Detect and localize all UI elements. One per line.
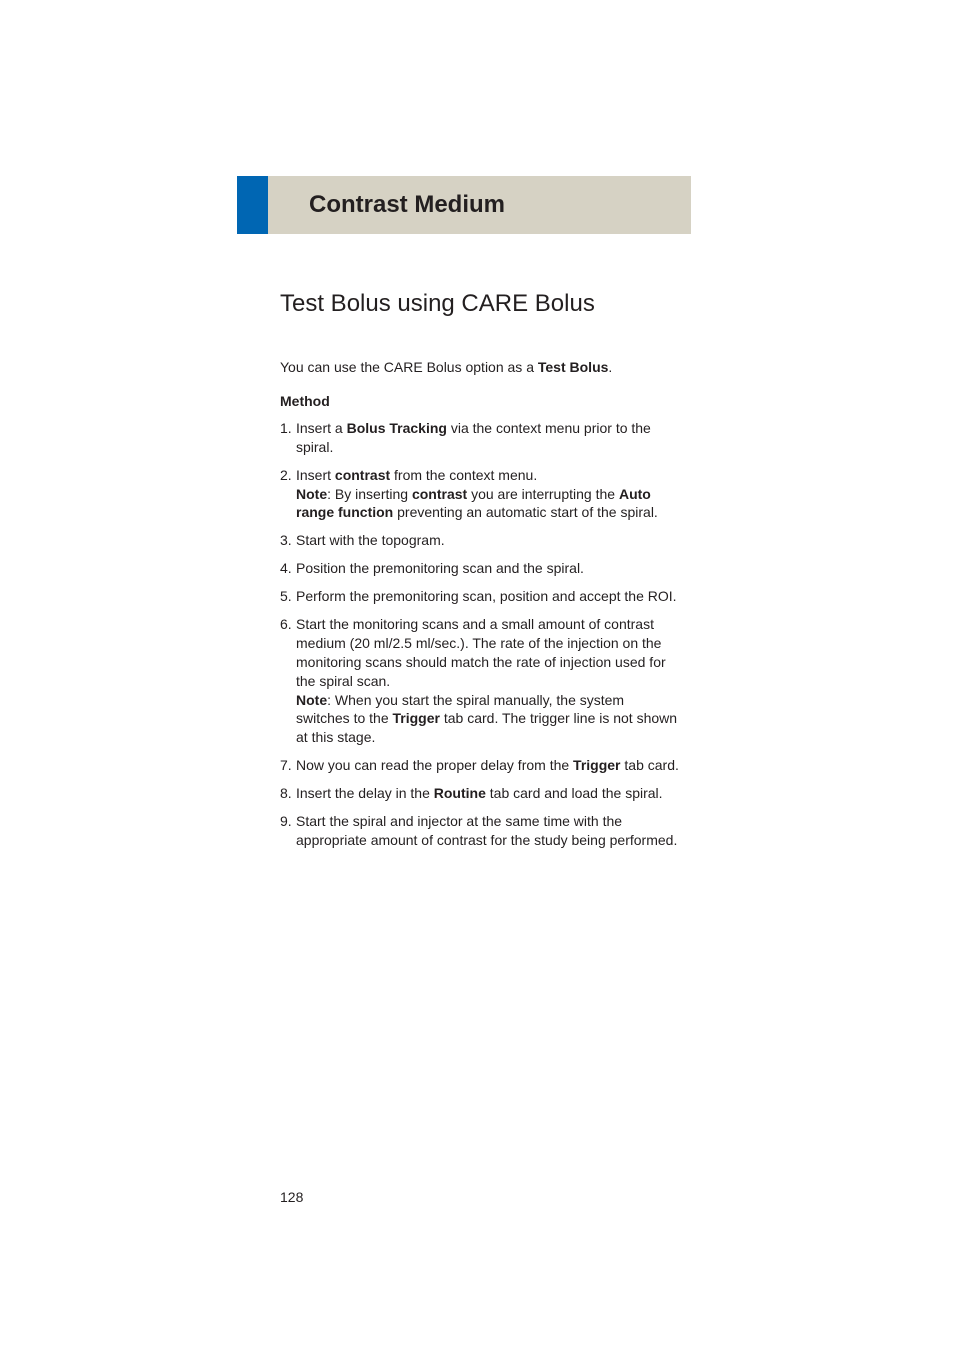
step-text-bold: Trigger xyxy=(393,710,440,726)
content-column: Test Bolus using CARE Bolus You can use … xyxy=(280,290,680,850)
section-title: Test Bolus using CARE Bolus xyxy=(280,290,680,318)
step-text: Start with the topogram. xyxy=(296,532,445,548)
step-item: Insert contrast from the context menu. No… xyxy=(280,466,680,523)
step-text: Insert the delay in the xyxy=(296,785,434,801)
step-text: Now you can read the proper delay from t… xyxy=(296,757,573,773)
chapter-title: Contrast Medium xyxy=(309,191,505,219)
step-text: Start the spiral and injector at the sam… xyxy=(296,813,677,848)
step-item: Start the spiral and injector at the sam… xyxy=(280,812,680,850)
step-item: Now you can read the proper delay from t… xyxy=(280,756,680,775)
intro-paragraph: You can use the CARE Bolus option as a T… xyxy=(280,358,680,377)
step-text: Position the premonitoring scan and the … xyxy=(296,560,584,576)
step-text-bold: Routine xyxy=(434,785,486,801)
step-item: Insert a Bolus Tracking via the context … xyxy=(280,419,680,457)
step-text-bold: Bolus Tracking xyxy=(347,420,447,436)
intro-text-pre: You can use the CARE Bolus option as a xyxy=(280,359,538,375)
step-text: tab card. xyxy=(621,757,679,773)
step-item: Insert the delay in the Routine tab card… xyxy=(280,784,680,803)
method-heading: Method xyxy=(280,393,680,409)
step-text: Insert xyxy=(296,467,335,483)
step-item: Start the monitoring scans and a small a… xyxy=(280,615,680,747)
step-text: Perform the premonitoring scan, position… xyxy=(296,588,677,604)
step-text: you are interrupting the xyxy=(467,486,619,502)
step-text-bold: contrast xyxy=(412,486,467,502)
intro-text-bold: Test Bolus xyxy=(538,359,609,375)
step-text: tab card and load the spiral. xyxy=(486,785,663,801)
step-text-bold: Trigger xyxy=(573,757,620,773)
step-text-bold: Note xyxy=(296,692,327,708)
intro-text-post: . xyxy=(608,359,612,375)
step-item: Start with the topogram. xyxy=(280,531,680,550)
step-text: preventing an automatic start of the spi… xyxy=(393,504,658,520)
step-text-bold: contrast xyxy=(335,467,390,483)
chapter-header: Contrast Medium xyxy=(237,176,691,234)
page-number: 128 xyxy=(280,1189,303,1205)
step-text: Start the monitoring scans and a small a… xyxy=(296,616,666,689)
step-item: Position the premonitoring scan and the … xyxy=(280,559,680,578)
step-text-bold: Note xyxy=(296,486,327,502)
step-text: : By inserting xyxy=(327,486,412,502)
page: Contrast Medium Test Bolus using CARE Bo… xyxy=(0,0,954,1351)
step-text: Insert a xyxy=(296,420,347,436)
step-text: from the context menu. xyxy=(390,467,537,483)
step-item: Perform the premonitoring scan, position… xyxy=(280,587,680,606)
chapter-accent-tab xyxy=(237,176,268,234)
steps-list: Insert a Bolus Tracking via the context … xyxy=(280,419,680,850)
